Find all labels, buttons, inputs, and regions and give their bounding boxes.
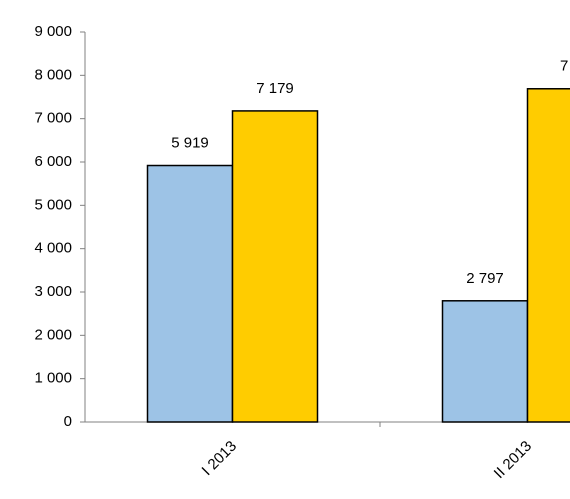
value-label: 7 xyxy=(560,58,568,75)
y-tick-label: 4 000 xyxy=(34,240,72,257)
y-tick-label: 8 000 xyxy=(34,66,72,83)
bar xyxy=(231,110,319,423)
bar xyxy=(526,88,570,423)
bar xyxy=(441,300,529,423)
x-tick-label: I 2013 xyxy=(199,438,241,480)
value-label: 5 919 xyxy=(171,134,209,151)
y-tick-label: 5 000 xyxy=(34,196,72,213)
y-tick-label: 0 xyxy=(64,413,72,430)
bar xyxy=(146,164,234,423)
y-tick-label: 3 000 xyxy=(34,283,72,300)
y-tick-label: 6 000 xyxy=(34,153,72,170)
y-tick-label: 1 000 xyxy=(34,370,72,387)
x-tick-label: II 2013 xyxy=(491,438,535,482)
value-label: 2 797 xyxy=(466,270,504,287)
y-tick-label: 9 000 xyxy=(34,23,72,40)
y-tick-label: 7 000 xyxy=(34,110,72,127)
value-label: 7 179 xyxy=(256,80,294,97)
y-tick-label: 2 000 xyxy=(34,326,72,343)
